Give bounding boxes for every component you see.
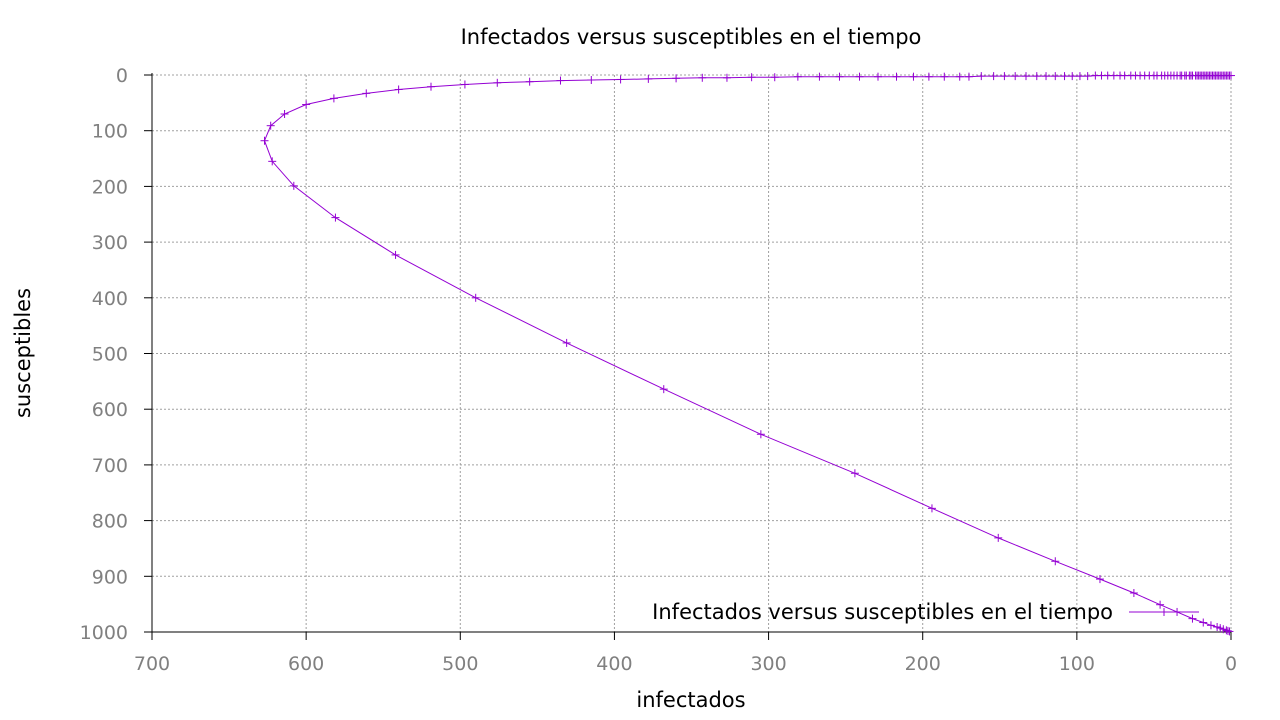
data-point [874, 72, 883, 81]
data-point [1011, 72, 1020, 81]
data-point [1213, 622, 1222, 631]
data-point [1206, 621, 1215, 630]
data-point [1000, 72, 1009, 81]
data-point [391, 250, 400, 259]
data-point [909, 72, 918, 81]
data-point [722, 73, 731, 82]
x-tick-label: 400 [596, 653, 632, 675]
y-axis-ticks: 0 100 200 300 400 500 600 700 800 900 1000 [80, 65, 152, 644]
data-point [793, 72, 802, 81]
y-tick-label: 700 [92, 455, 128, 477]
data-point [924, 72, 933, 81]
data-point [1129, 589, 1138, 598]
series-layer [260, 71, 1235, 636]
data-point [815, 72, 824, 81]
data-point [329, 94, 338, 103]
data-point [260, 136, 269, 145]
y-tick-label: 200 [92, 176, 128, 198]
data-point [587, 76, 596, 85]
data-point [659, 385, 668, 394]
grid [151, 74, 1232, 633]
data-point [835, 72, 844, 81]
y-axis-label: susceptibles [11, 288, 35, 418]
data-point [1051, 72, 1060, 81]
data-point [302, 100, 311, 109]
data-point [556, 76, 565, 85]
data-point [493, 78, 502, 87]
legend-marker [1160, 608, 1168, 616]
data-point [1075, 72, 1084, 81]
data-point [460, 80, 469, 89]
data-point [756, 430, 765, 439]
data-point [1156, 600, 1165, 609]
data-point [616, 75, 625, 84]
y-tick-label: 1000 [80, 622, 128, 644]
data-point [855, 72, 864, 81]
data-point [672, 74, 681, 83]
y-tick-label: 0 [116, 65, 128, 87]
x-tick-label: 200 [905, 653, 941, 675]
x-tick-label: 700 [134, 653, 170, 675]
data-point [471, 293, 480, 302]
y-tick-label: 300 [92, 232, 128, 254]
data-point [289, 181, 298, 190]
y-tick-label: 500 [92, 344, 128, 366]
x-tick-label: 0 [1225, 653, 1237, 675]
data-point [266, 121, 275, 130]
data-point [770, 73, 779, 82]
data-point [850, 469, 859, 478]
data-point [1032, 72, 1041, 81]
data-point [1068, 72, 1077, 81]
axes [151, 73, 1231, 633]
data-point [268, 157, 277, 166]
y-tick-label: 900 [92, 566, 128, 588]
data-point [994, 533, 1003, 542]
data-point [892, 72, 901, 81]
data-point [1051, 557, 1060, 566]
data-point [1060, 72, 1069, 81]
x-axis-ticks: 700 600 500 400 300 200 100 0 [134, 632, 1237, 675]
data-point [525, 77, 534, 86]
y-tick-label: 400 [92, 288, 128, 310]
data-point [1199, 618, 1208, 627]
data-point [1083, 72, 1092, 81]
data-point [747, 73, 756, 82]
x-tick-label: 300 [750, 653, 786, 675]
y-tick-label: 600 [92, 399, 128, 421]
data-point [280, 109, 289, 118]
x-tick-label: 100 [1059, 653, 1095, 675]
data-point [1223, 626, 1232, 635]
data-point [562, 338, 571, 347]
x-tick-label: 500 [442, 653, 478, 675]
data-point [1188, 614, 1197, 623]
y-tick-label: 100 [92, 121, 128, 143]
data-point [977, 72, 986, 81]
data-point [927, 504, 936, 513]
data-point [394, 85, 403, 94]
data-point [426, 82, 435, 91]
data-point [698, 73, 707, 82]
data-point [644, 74, 653, 83]
y-tick-label: 800 [92, 511, 128, 533]
legend-label: Infectados versus susceptibles en el tie… [652, 600, 1113, 624]
data-point [955, 72, 964, 81]
data-point [1021, 72, 1030, 81]
legend: Infectados versus susceptibles en el tie… [652, 600, 1199, 624]
x-axis-label: infectados [636, 688, 745, 712]
data-point [331, 213, 340, 222]
x-tick-label: 600 [288, 653, 324, 675]
chart-title: Infectados versus susceptibles en el tie… [461, 25, 922, 49]
data-point [964, 72, 973, 81]
data-point [1095, 575, 1104, 584]
data-point [989, 72, 998, 81]
data-point [362, 89, 371, 98]
data-point [1042, 72, 1051, 81]
data-point [1227, 71, 1235, 80]
data-point [940, 72, 949, 81]
